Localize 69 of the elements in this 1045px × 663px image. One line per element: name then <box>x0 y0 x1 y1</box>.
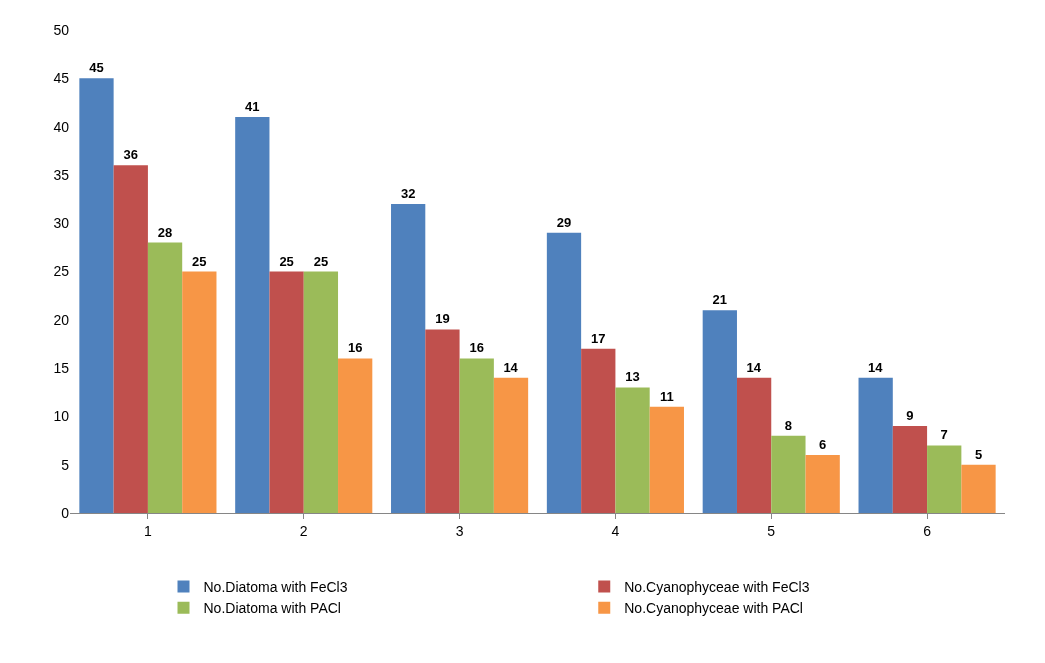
bar <box>79 78 114 513</box>
bar <box>927 445 962 513</box>
data-label: 14 <box>868 359 884 375</box>
legend-label: No.Diatoma with PACl <box>203 600 341 617</box>
data-label: 25 <box>313 253 329 269</box>
legend-label: No.Cyanophyceae with FeCl3 <box>624 579 810 596</box>
x-tick-label: 6 <box>923 522 932 539</box>
data-label: 6 <box>819 437 827 453</box>
legend-label: No.Cyanophyceae with PACl <box>624 600 803 617</box>
x-tick-label: 3 <box>455 522 464 539</box>
y-tick-label: 30 <box>53 215 70 232</box>
data-label: 28 <box>157 224 173 240</box>
y-tick-label: 15 <box>53 360 70 376</box>
bar <box>147 242 183 513</box>
data-label: 8 <box>784 417 793 433</box>
data-label: 36 <box>123 147 139 163</box>
data-label: 19 <box>435 311 450 327</box>
x-tick-label: 4 <box>611 522 620 539</box>
data-label: 14 <box>503 359 519 375</box>
data-label: 29 <box>556 214 572 230</box>
bar <box>269 271 304 513</box>
bar <box>961 464 996 513</box>
bar <box>182 271 217 513</box>
y-tick-label: 25 <box>53 263 70 280</box>
bar <box>805 455 840 513</box>
bar <box>425 329 460 513</box>
bar <box>459 358 494 513</box>
x-tick-label: 2 <box>299 522 308 539</box>
data-label: 11 <box>659 388 674 404</box>
y-tick-label: 45 <box>53 70 70 87</box>
bar <box>702 310 737 513</box>
x-tick-label: 1 <box>144 522 153 539</box>
y-tick-label: 10 <box>53 408 70 425</box>
data-label: 5 <box>974 446 983 462</box>
y-tick-label: 40 <box>53 118 70 135</box>
data-label: 25 <box>192 253 207 269</box>
data-label: 17 <box>591 330 606 346</box>
bar <box>493 377 529 513</box>
x-tick-label: 5 <box>767 522 776 539</box>
bar <box>892 426 928 513</box>
y-tick-label: 0 <box>61 504 70 521</box>
bar <box>303 271 339 513</box>
bar <box>581 348 616 513</box>
bar <box>615 387 650 513</box>
legend-label: No.Diatoma with FeCl3 <box>203 579 348 596</box>
y-tick-label: 20 <box>53 311 70 328</box>
data-label: 32 <box>400 185 416 201</box>
y-tick-label: 35 <box>53 166 70 183</box>
data-label: 45 <box>89 60 104 76</box>
bar <box>113 165 148 513</box>
bar <box>546 232 582 513</box>
data-label: 13 <box>625 369 640 385</box>
data-label: 41 <box>245 98 260 114</box>
data-label: 14 <box>746 359 762 375</box>
data-label: 16 <box>469 340 484 356</box>
bar <box>391 203 426 513</box>
bar <box>235 116 270 513</box>
bar <box>649 406 684 513</box>
data-label: 25 <box>279 253 294 269</box>
data-label: 7 <box>940 427 948 443</box>
data-label: 16 <box>347 340 363 356</box>
bar <box>338 358 373 513</box>
data-label: 9 <box>906 408 914 424</box>
bar <box>771 435 806 513</box>
bar <box>858 377 893 513</box>
y-tick-label: 5 <box>61 456 70 473</box>
y-tick-label: 50 <box>53 21 70 38</box>
bar <box>736 377 772 513</box>
data-label: 21 <box>712 292 728 308</box>
